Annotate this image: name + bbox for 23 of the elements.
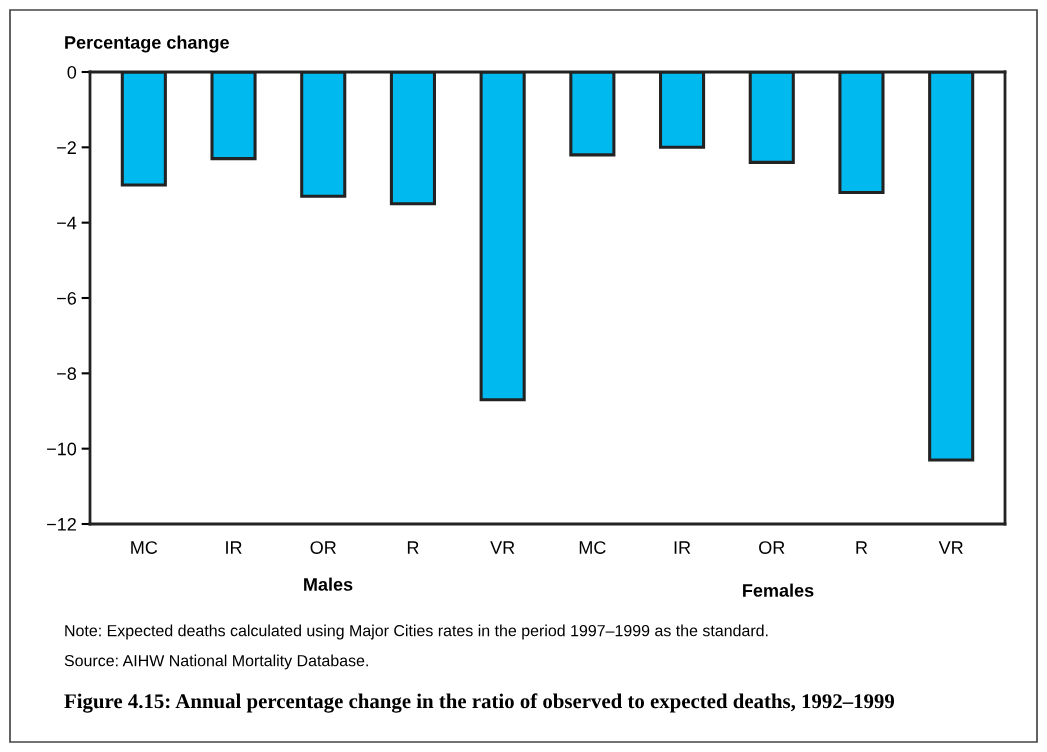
source-note: Source: AIHW National Mortality Database. [64,654,368,670]
y-tick-label: −6 [57,291,77,305]
x-tick-label: R [407,541,419,554]
x-tick-label: OR [310,541,336,554]
x-tick-label: OR [759,541,785,554]
y-tick-label: −4 [57,216,77,230]
y-tick-label: 0 [67,65,77,79]
y-tick-label: −10 [47,442,77,456]
y-tick-label: −2 [57,141,76,154]
x-tick-label: R [856,541,868,554]
x-tick-label: VR [490,541,515,554]
y-tick-label: −12 [47,517,76,531]
text: Note: Expected deaths calculated using Major Cities rates in the period 1997–1999 as the standard. [65,624,768,640]
x-tick-label: MC [131,541,158,554]
text: Females [743,583,814,597]
x-tick-label: IR [674,541,691,554]
x-tick-label: VR [938,541,963,554]
text: Figure 4.15: Annual percentage change in the ratio of observed to expected deaths, 1992–1999 [64,693,895,713]
x-tick-label: MC [579,541,606,554]
y-axis-title: Percentage change [65,35,229,53]
x-tick-label: IR [226,541,242,554]
text: Males [304,577,353,591]
y-tick-label: −8 [57,367,77,381]
